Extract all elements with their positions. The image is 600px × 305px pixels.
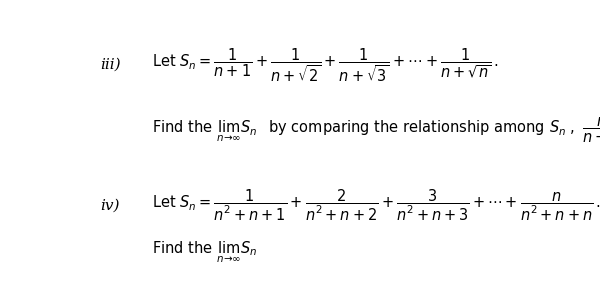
Text: $\mathrm{Find\ the\ }\lim_{n\to\infty} S_n\ \mathrm{\ by\ comparing\ the\ relati: $\mathrm{Find\ the\ }\lim_{n\to\infty} S… [152, 115, 600, 146]
Text: $\mathrm{Find\ the\ }\lim_{n\to\infty} S_n$: $\mathrm{Find\ the\ }\lim_{n\to\infty} S… [152, 240, 257, 265]
Text: $\mathrm{Let}\ S_n = \dfrac{1}{n^2+n+1} + \dfrac{2}{n^2+n+2} + \dfrac{3}{n^2+n+3: $\mathrm{Let}\ S_n = \dfrac{1}{n^2+n+1} … [152, 188, 600, 223]
Text: $\mathrm{Let}\ S_n = \dfrac{1}{n+1} + \dfrac{1}{n+\sqrt{2}} + \dfrac{1}{n+\sqrt{: $\mathrm{Let}\ S_n = \dfrac{1}{n+1} + \d… [152, 46, 499, 84]
Text: iii): iii) [101, 58, 121, 72]
Text: iv): iv) [101, 199, 120, 213]
